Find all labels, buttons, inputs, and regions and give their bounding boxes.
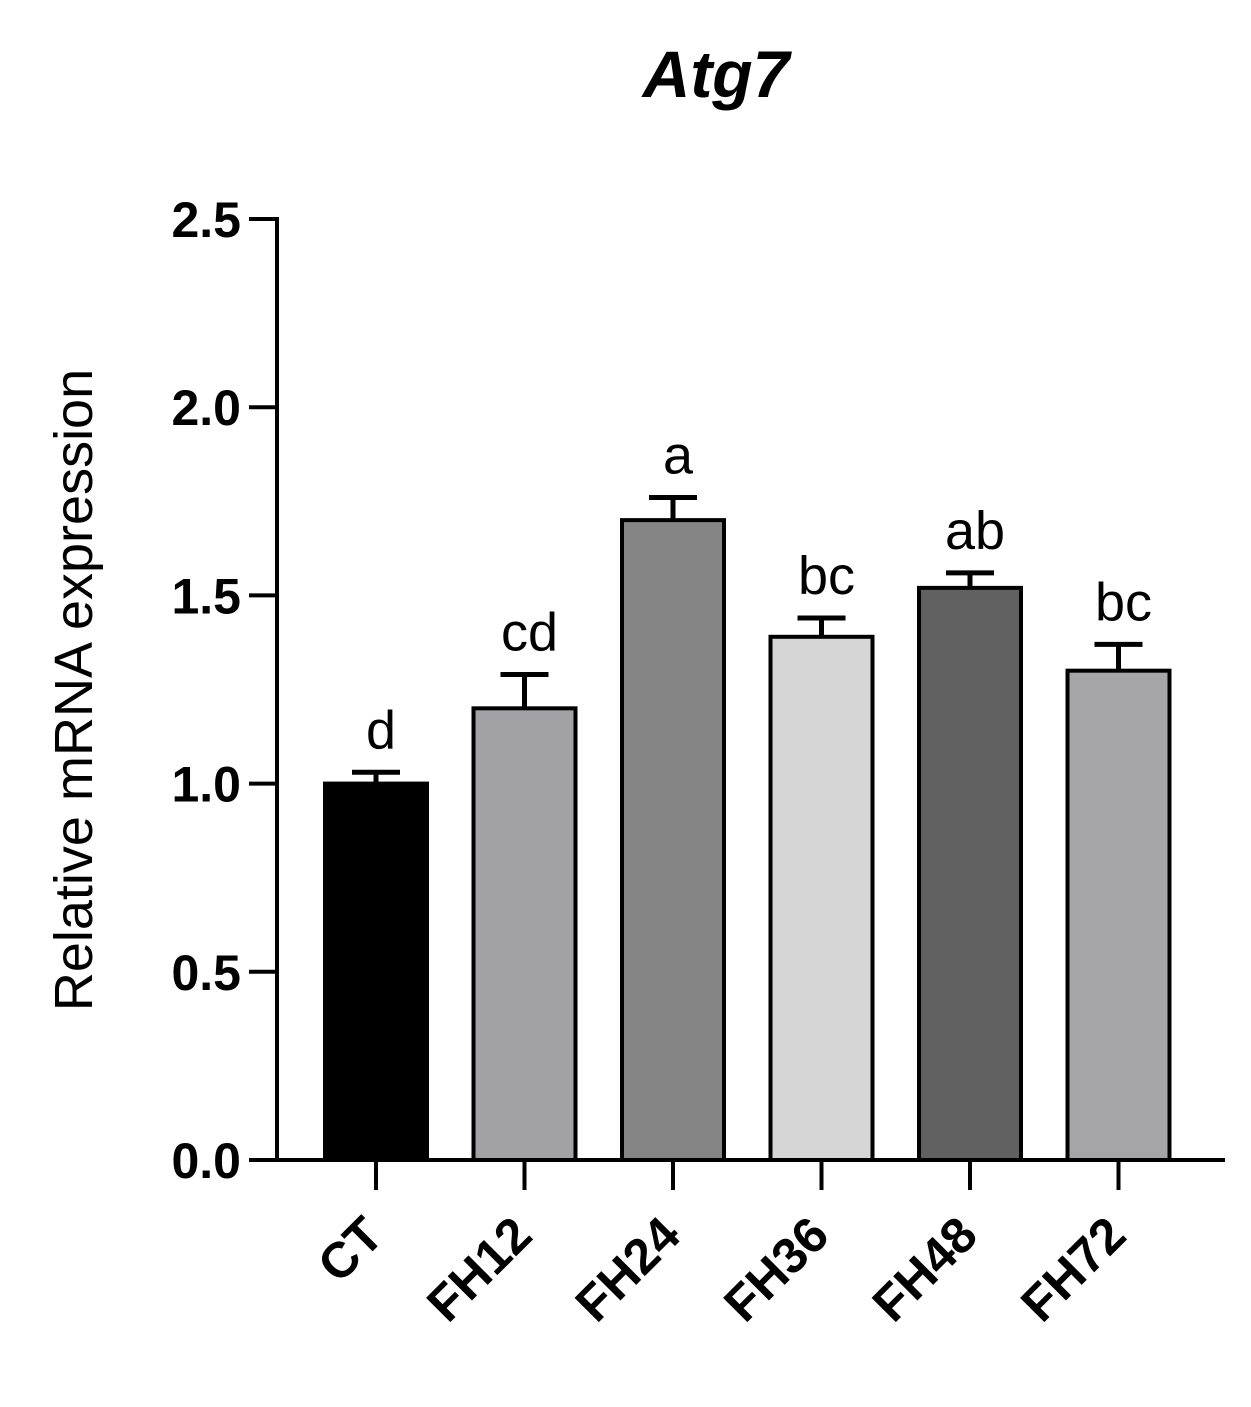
y-tick-label-2: 1.0 <box>171 757 241 813</box>
plot-area: d CT cd FH12 a FH24 bc FH36 ab FH48 bc FH72 0.0 0.5 1.… <box>171 192 1225 1332</box>
significance-label-ct: d <box>366 700 396 760</box>
bar-fh24 <box>620 518 726 1162</box>
y-axis-label: Relative mRNA expression <box>44 369 104 1011</box>
chart-title: Atg7 <box>641 37 793 111</box>
bar-fh72 <box>1065 668 1172 1162</box>
y-tick-label-4: 2.0 <box>171 380 241 436</box>
significance-label-fh48: ab <box>945 501 1005 561</box>
significance-label-fh72: bc <box>1095 572 1152 632</box>
x-tick-label-fh12: FH12 <box>416 1206 542 1332</box>
x-tick-label-fh48: FH48 <box>862 1206 988 1332</box>
y-tick-label-3: 1.5 <box>171 568 241 624</box>
y-tick-label-0: 0.0 <box>171 1133 241 1189</box>
x-tick-label-fh72: FH72 <box>1010 1206 1136 1332</box>
bar-fh48 <box>917 585 1023 1162</box>
bar-fh12 <box>471 706 578 1162</box>
x-tick-label-fh24: FH24 <box>565 1206 691 1332</box>
y-tick-label-1: 0.5 <box>171 945 241 1001</box>
y-tick-label-5: 2.5 <box>171 192 241 248</box>
significance-label-fh36: bc <box>798 546 855 606</box>
bar-ct <box>323 781 429 1162</box>
x-tick-label-ct: CT <box>307 1206 394 1293</box>
significance-label-fh12: cd <box>501 602 558 662</box>
x-tick-label-fh36: FH36 <box>713 1206 839 1332</box>
significance-label-fh24: a <box>663 426 694 486</box>
bar-fh36 <box>768 634 875 1162</box>
